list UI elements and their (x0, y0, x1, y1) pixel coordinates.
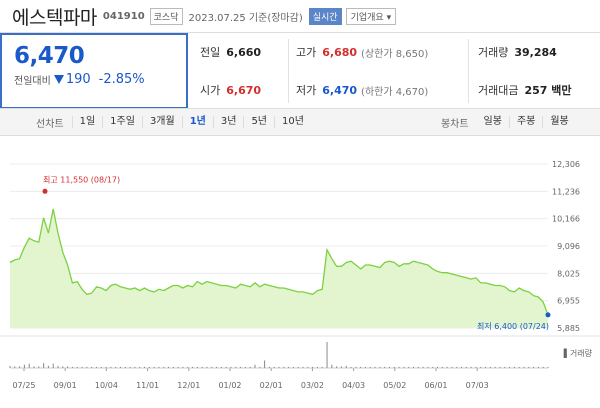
x-tick-label: 04/03 (342, 381, 365, 390)
x-tick-label: 01/02 (218, 381, 241, 390)
stats-grid: 전일 6,660 시가 6,670 고가 6,680 (상한가 8,650) 저… (188, 33, 600, 109)
y-tick-label: 8,025 (557, 269, 580, 278)
change-label: 전일대비 (14, 76, 51, 87)
amount-value: 257 백만 (524, 84, 572, 97)
tab-period-3m[interactable]: 3개월 (141, 116, 182, 128)
x-tick-label: 02/01 (260, 381, 283, 390)
tab-daily[interactable]: 일봉 (483, 116, 502, 127)
tab-period-3y[interactable]: 3년 (212, 116, 244, 128)
down-arrow-icon (53, 75, 64, 84)
lower-limit: (하한가 4,670) (361, 86, 429, 98)
price-area-fill (10, 208, 548, 328)
divider (468, 39, 469, 103)
price-line (9, 208, 549, 316)
current-price-box: 6,470 전일대비 190 -2.85% (0, 33, 188, 109)
prev-close-cell: 전일 6,660 (200, 33, 261, 71)
tab-weekly[interactable]: 주봉 (508, 116, 542, 128)
high-cell: 고가 6,680 (상한가 8,650) (296, 33, 428, 71)
max-label: 최고 11,550 (08/17) (43, 174, 120, 184)
divider (288, 39, 289, 103)
open-cell: 시가 6,670 (200, 71, 261, 109)
change-row: 전일대비 190 -2.85% (14, 72, 174, 87)
x-tick-label: 05/02 (383, 381, 406, 390)
x-tick-label: 09/01 (54, 381, 77, 390)
x-tick-label: 12/01 (177, 381, 200, 390)
y-tick-label: 12,306 (552, 160, 580, 169)
low-label: 저가 (296, 84, 317, 97)
amount-cell: 거래대금 257 백만 (478, 71, 572, 109)
x-tick-label: 10/04 (95, 381, 118, 390)
x-tick-label: 07/25 (12, 381, 35, 390)
prev-close-value: 6,660 (226, 45, 262, 59)
y-tick-label: 11,236 (552, 187, 580, 196)
date-text: 2023.07.25 기준(장마감) (188, 12, 303, 24)
upper-limit: (상한가 8,650) (361, 48, 429, 60)
x-tick-label: 06/01 (424, 381, 447, 390)
x-tick-label: 11/01 (136, 381, 159, 390)
volume-label: 거래량 (478, 46, 509, 59)
price-chart[interactable]: 12,306 11,236 10,166 9,096 8,025 6,955 5,885 07… (0, 136, 600, 408)
line-chart-label: 선차트 (36, 118, 64, 130)
low-cell: 저가 6,470 (하한가 4,670) (296, 71, 428, 109)
price-panel: 6,470 전일대비 190 -2.85% 전일 6,660 시가 6,670 … (0, 32, 600, 109)
realtime-button[interactable]: 실시간 (308, 7, 342, 25)
y-tick-label: 9,096 (557, 242, 580, 251)
y-tick-label: 5,885 (557, 324, 580, 333)
market-badge: 코스닥 (149, 7, 183, 25)
change-rate: -2.85% (98, 72, 145, 87)
low-value: 6,470 (322, 83, 358, 97)
high-value: 6,680 (322, 45, 358, 59)
title-row: 에스텍파마 041910 코스닥 2023.07.25 기준(장마감) 실시간 … (0, 0, 600, 32)
tab-period-1y[interactable]: 1년 (181, 116, 213, 128)
y-tick-label: 6,955 (557, 297, 580, 306)
tab-period-5y[interactable]: 5년 (243, 116, 274, 128)
max-marker (42, 188, 48, 194)
stock-code: 041910 (102, 10, 145, 22)
x-tick-label: 07/03 (466, 381, 489, 390)
prev-close-label: 전일 (200, 46, 221, 59)
tab-period-1w[interactable]: 1주일 (102, 116, 142, 128)
min-marker (545, 312, 551, 318)
price-chart-svg: 12,306 11,236 10,166 9,096 8,025 6,955 5,885 07… (0, 160, 600, 390)
open-label: 시가 (200, 84, 221, 97)
min-label: 최저 6,400 (07/24) (477, 321, 549, 331)
x-tick-label: 03/02 (301, 381, 324, 390)
volume-label: ▌거래량 (563, 348, 593, 358)
amount-label: 거래대금 (478, 84, 519, 97)
tab-monthly[interactable]: 월봉 (542, 116, 575, 128)
volume-value: 39,284 (514, 45, 557, 59)
tab-period-10y[interactable]: 10년 (274, 116, 311, 128)
chart-tabs-bar: 선차트 1일 1주일 3개월 1년 3년 5년 10년 봉차트 일봉 주봉 월봉 (0, 108, 600, 136)
candle-chart-label: 봉차트 (440, 118, 469, 130)
y-tick-label: 10,166 (552, 215, 580, 224)
volume-cell: 거래량 39,284 (478, 33, 557, 71)
current-price: 6,470 (14, 43, 85, 69)
company-info-button[interactable]: 기업개요 ▾ (345, 7, 397, 25)
change-amount: 190 (65, 72, 91, 87)
open-value: 6,670 (226, 83, 262, 97)
high-label: 고가 (296, 46, 317, 59)
stock-name: 에스텍파마 (12, 6, 97, 29)
tab-period-1d[interactable]: 1일 (71, 116, 103, 128)
